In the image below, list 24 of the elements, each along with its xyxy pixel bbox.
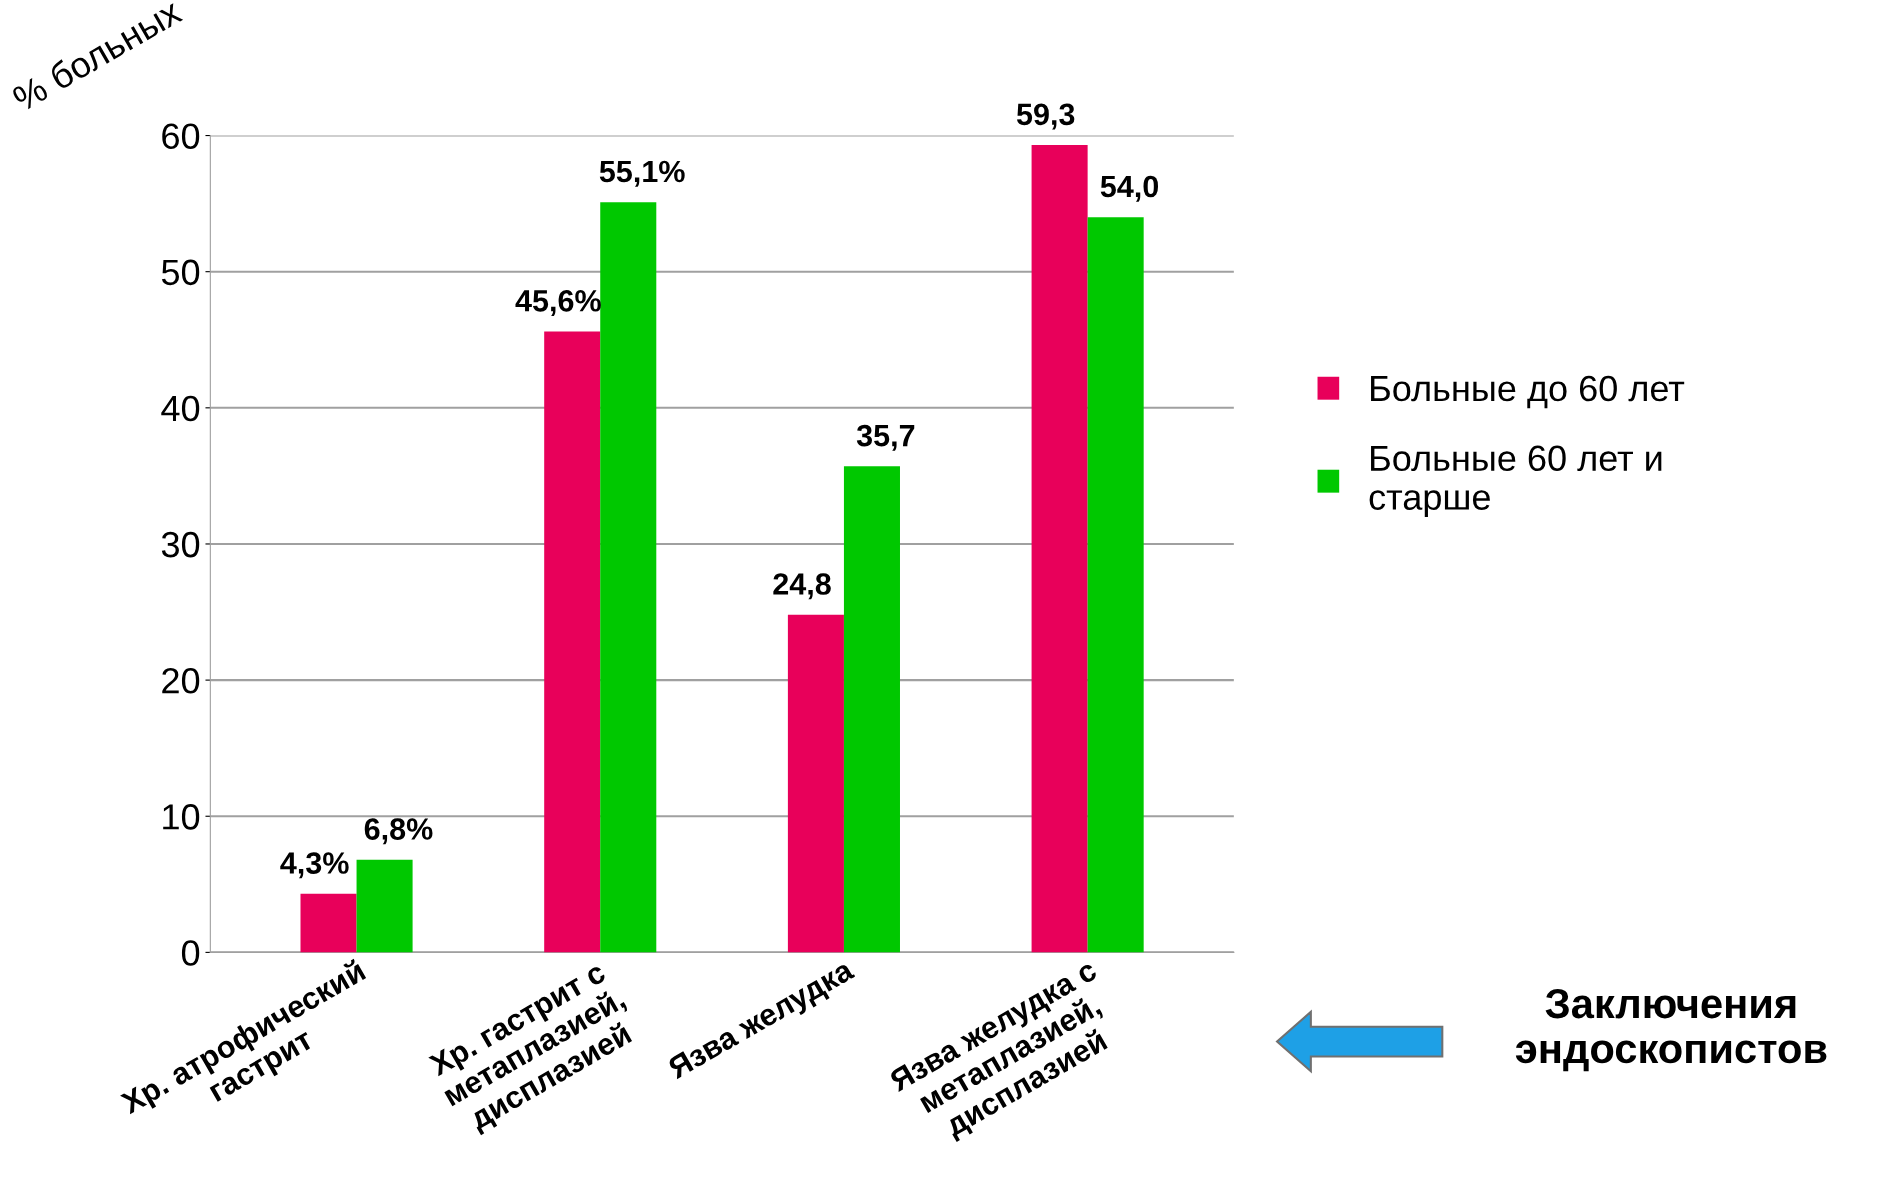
- text: Заключения эндоскопистов: [1515, 988, 1827, 1072]
- data-label: 24,8: [773, 573, 831, 600]
- bar: [356, 859, 413, 953]
- data-label: 4,3%: [280, 852, 349, 879]
- y-tick-label: 10: [163, 804, 200, 830]
- bar: [787, 614, 844, 953]
- y-tick-label: 60: [162, 123, 200, 149]
- data-label: 35,7: [856, 424, 915, 451]
- bar: [544, 331, 601, 953]
- data-label: 59,3: [1016, 103, 1075, 130]
- legend-label: Больные 60 лет и старше: [1369, 445, 1662, 518]
- y-tick-label: 40: [161, 395, 200, 422]
- bar: [1087, 217, 1144, 953]
- y-tick-label: 20: [162, 667, 200, 694]
- bar: [300, 893, 357, 953]
- legend-label: Больные до 60 лет: [1371, 375, 1685, 409]
- data-label: 55,1%: [599, 160, 685, 187]
- data-label: 6,8%: [364, 818, 433, 845]
- bar: [600, 202, 657, 953]
- bar: [1031, 145, 1088, 953]
- y-tick-label: 50: [161, 259, 200, 286]
- data-label: 54,0: [1100, 175, 1159, 202]
- bar: [843, 466, 900, 953]
- y-tick-label: 30: [161, 531, 200, 558]
